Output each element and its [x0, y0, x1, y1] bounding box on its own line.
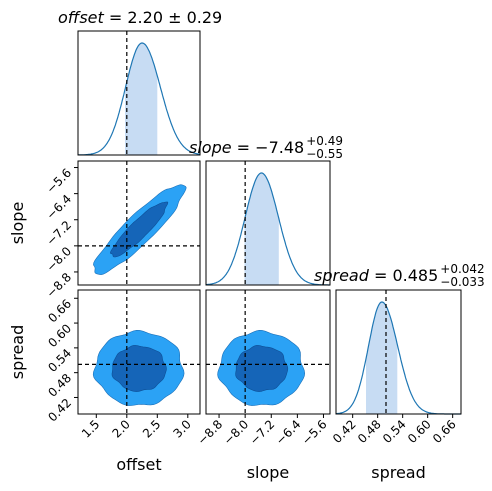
panel-frame: [205, 289, 331, 415]
x-tick-label-slope: −7.2: [247, 417, 278, 448]
x-axis-label-slope: slope: [247, 463, 290, 482]
title-upper-error-slope: +0.49: [306, 134, 343, 148]
panel-frame: [335, 289, 462, 415]
y-tick-label-spread: 0.66: [45, 297, 74, 326]
y-tick-label-spread: 0.54: [45, 346, 74, 375]
posterior-curve-spread: [335, 301, 461, 415]
y-tick-label-slope: −5.6: [44, 166, 75, 197]
y-axis-label-slope: slope: [8, 202, 27, 245]
x-tick-label-slope: −8.8: [195, 417, 226, 448]
x-tick-label-spread: 0.42: [330, 417, 359, 446]
x-tick-label-spread: 0.48: [355, 417, 384, 446]
title-offset: offset = 2.20 ± 0.29: [58, 8, 222, 27]
x-tick-label-offset: 1.5: [79, 417, 102, 440]
credible-interval-slope: [244, 173, 279, 285]
y-tick-label-spread: 0.42: [45, 396, 74, 425]
x-tick-label-offset: 2.0: [110, 417, 133, 440]
contour-panel-slope-spread: [205, 289, 331, 415]
panel-frame: [77, 30, 201, 156]
x-axis-label-offset: offset: [116, 455, 161, 474]
panel-frame: [77, 160, 201, 286]
title-slope: slope = −7.48: [189, 138, 304, 157]
y-tick-label-slope: −8.8: [44, 270, 75, 301]
title-lower-error-spread: −0.033: [440, 275, 484, 289]
x-tick-label-slope: −8.0: [221, 417, 252, 448]
contour-1sigma: [110, 201, 169, 258]
contour-1sigma: [111, 345, 167, 392]
y-axis-label-spread: spread: [8, 325, 27, 380]
panel-frame: [205, 160, 331, 286]
panel-frame: [77, 289, 201, 415]
hist-panel-offset: [77, 30, 201, 156]
x-tick-label-spread: 0.60: [405, 417, 434, 446]
x-tick-label-slope: −6.4: [273, 417, 304, 448]
hist-panel-slope: [205, 160, 331, 286]
x-axis-label-spread: spread: [371, 463, 426, 482]
credible-interval-offset: [125, 43, 158, 155]
x-tick-label-slope: −5.6: [299, 417, 330, 448]
title-lower-error-slope: −0.55: [306, 147, 343, 161]
y-tick-label-slope: −8.0: [44, 244, 75, 275]
x-tick-label-spread: 0.54: [380, 417, 409, 446]
posterior-curve-slope: [205, 172, 330, 286]
y-tick-label-spread: 0.48: [45, 371, 74, 400]
posterior-curve-offset: [78, 42, 201, 156]
title-spread: spread = 0.485: [314, 266, 438, 285]
hist-panel-spread: [335, 289, 462, 415]
contour-panel-offset-spread: [77, 289, 201, 415]
x-tick-label-spread: 0.66: [430, 417, 459, 446]
contour-panel-offset-slope: [77, 160, 201, 286]
credible-interval-spread: [366, 302, 398, 414]
title-upper-error-spread: +0.042: [440, 262, 484, 276]
y-tick-label-slope: −7.2: [44, 218, 75, 249]
x-tick-label-offset: 2.5: [140, 417, 163, 440]
contour-1sigma: [235, 345, 289, 392]
x-tick-label-offset: 3.0: [171, 417, 194, 440]
y-tick-label-spread: 0.60: [45, 321, 74, 350]
y-tick-label-slope: −6.4: [44, 192, 75, 223]
